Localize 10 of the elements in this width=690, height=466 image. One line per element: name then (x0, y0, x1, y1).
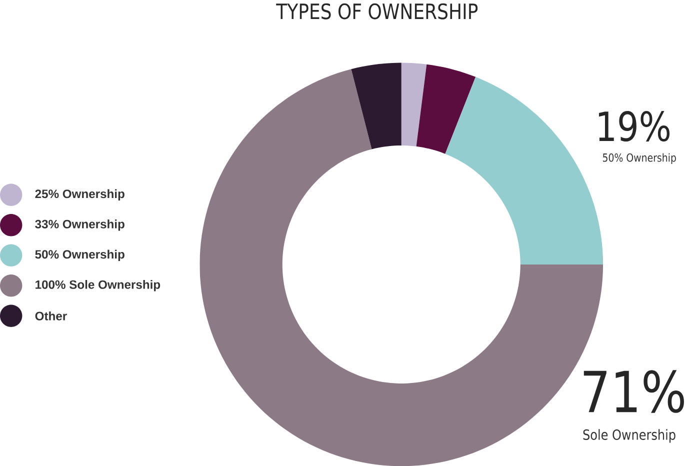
chart-title: TYPES OF OWNERSHIP (276, 3, 478, 20)
data-label: 71% (584, 370, 684, 413)
text: 50% Ownership (602, 153, 676, 164)
legend-label: 100% Sole Ownership (36, 280, 160, 292)
text: Sole Ownership (583, 429, 676, 443)
legend-label: Other (35, 311, 67, 320)
legend-label: 33% Ownership (35, 219, 124, 231)
legend-label: 50% Ownership (35, 250, 124, 261)
data-label: 19% (598, 110, 670, 142)
legend-label: 25% Ownership (35, 189, 124, 200)
